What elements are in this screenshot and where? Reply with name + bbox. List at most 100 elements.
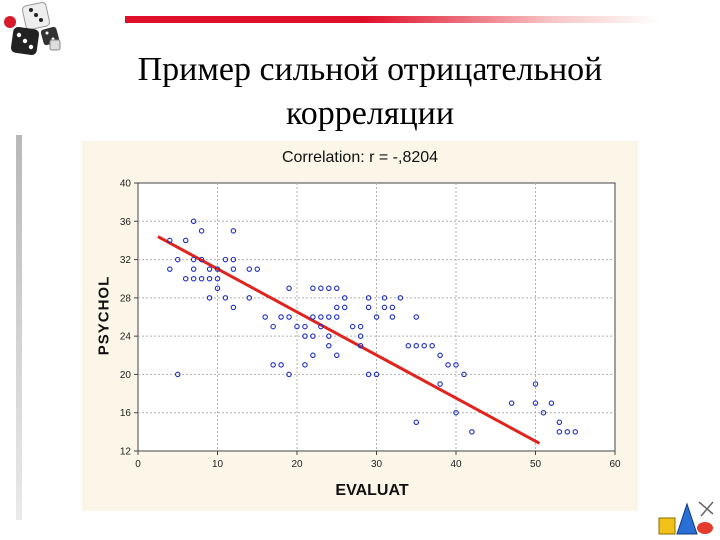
data-point <box>532 381 539 387</box>
data-point <box>286 371 292 378</box>
y-tick-label: 12 <box>120 447 132 458</box>
data-point <box>318 285 324 292</box>
data-point <box>453 362 459 368</box>
data-point <box>222 256 229 263</box>
data-point <box>341 295 348 301</box>
data-point <box>175 256 181 263</box>
data-point <box>190 218 197 225</box>
data-point <box>246 295 253 301</box>
data-point <box>310 352 316 359</box>
data-point <box>318 323 324 330</box>
data-point <box>556 419 563 426</box>
data-point <box>230 266 237 272</box>
data-point <box>198 228 205 234</box>
data-point <box>508 400 515 406</box>
data-point <box>413 342 419 349</box>
y-tick-label: 16 <box>120 408 132 419</box>
data-point <box>198 256 205 263</box>
data-point <box>389 304 396 311</box>
data-point <box>564 429 571 435</box>
data-point <box>190 275 197 282</box>
data-point <box>365 371 372 378</box>
data-point <box>294 323 300 330</box>
data-point <box>548 400 555 406</box>
data-point <box>421 342 427 349</box>
data-point <box>437 381 443 387</box>
data-point <box>437 352 443 359</box>
data-point <box>413 314 419 320</box>
data-point <box>222 295 229 301</box>
data-point <box>310 333 316 339</box>
data-point <box>167 237 173 244</box>
data-point <box>167 266 173 272</box>
data-point <box>214 266 221 272</box>
regression-line <box>157 235 541 445</box>
y-tick-label: 40 <box>120 179 132 190</box>
data-point <box>397 295 404 301</box>
data-point <box>310 314 316 320</box>
data-point <box>381 295 388 301</box>
y-tick-label: 28 <box>120 293 132 304</box>
data-point <box>278 362 284 368</box>
scatter-chart: 0 10 20 30 40 50 60 12 16 20 24 28 32 36 40 Correlatio… <box>82 141 638 511</box>
x-tick-label: 0 <box>135 459 141 470</box>
data-point <box>556 429 563 435</box>
accent-bar <box>125 16 660 23</box>
data-point <box>262 314 268 320</box>
data-point <box>206 275 213 282</box>
data-point <box>357 323 364 330</box>
geometric-shapes-icon <box>658 501 714 535</box>
x-tick-label: 50 <box>530 459 542 470</box>
data-point <box>334 285 340 292</box>
data-point <box>381 304 388 311</box>
data-point <box>334 352 340 359</box>
data-point <box>326 333 332 339</box>
data-point <box>413 419 419 426</box>
data-point <box>326 342 332 349</box>
data-point <box>334 314 340 320</box>
data-point <box>182 237 189 244</box>
data-point <box>453 409 459 416</box>
data-point <box>254 266 261 272</box>
x-tick-label: 60 <box>609 459 621 470</box>
data-point <box>230 256 237 263</box>
data-point <box>405 342 412 349</box>
data-point <box>461 371 467 378</box>
data-point <box>270 323 276 330</box>
data-point <box>230 304 237 311</box>
slide-title: Пример сильной отрицательной корреляции <box>70 48 670 136</box>
data-point <box>310 285 316 292</box>
data-point <box>206 295 213 301</box>
data-point <box>389 314 396 320</box>
x-axis-label: EVALUAT <box>335 482 409 499</box>
data-point <box>182 275 189 282</box>
data-point <box>349 323 356 330</box>
y-axis-label: PSYCHOL <box>95 275 113 356</box>
x-tick-label: 10 <box>212 459 224 470</box>
data-point <box>373 371 380 378</box>
dice-icon <box>4 2 61 56</box>
data-point <box>286 314 292 320</box>
data-point <box>230 228 237 234</box>
data-point <box>175 371 181 378</box>
data-point <box>190 266 197 272</box>
data-point <box>302 333 308 339</box>
data-point <box>214 275 221 282</box>
data-point <box>365 304 372 311</box>
data-point <box>326 314 332 320</box>
data-point <box>270 362 276 368</box>
data-point <box>357 333 364 339</box>
slide-title-line-2: корреляции <box>285 95 455 132</box>
data-point <box>341 304 348 311</box>
x-tick-label: 30 <box>371 459 383 470</box>
data-point <box>540 409 547 416</box>
y-tick-label: 20 <box>120 370 132 381</box>
data-point <box>572 429 578 435</box>
chart-plot-area: 0 10 20 30 40 50 60 12 16 20 24 28 32 36 40 <box>120 179 621 471</box>
data-point <box>278 314 284 320</box>
data-point <box>365 295 372 301</box>
data-point <box>286 285 292 292</box>
slide-title-line-1: Пример сильной отрицательной <box>137 51 603 88</box>
data-point <box>373 314 380 320</box>
data-point <box>357 342 364 349</box>
